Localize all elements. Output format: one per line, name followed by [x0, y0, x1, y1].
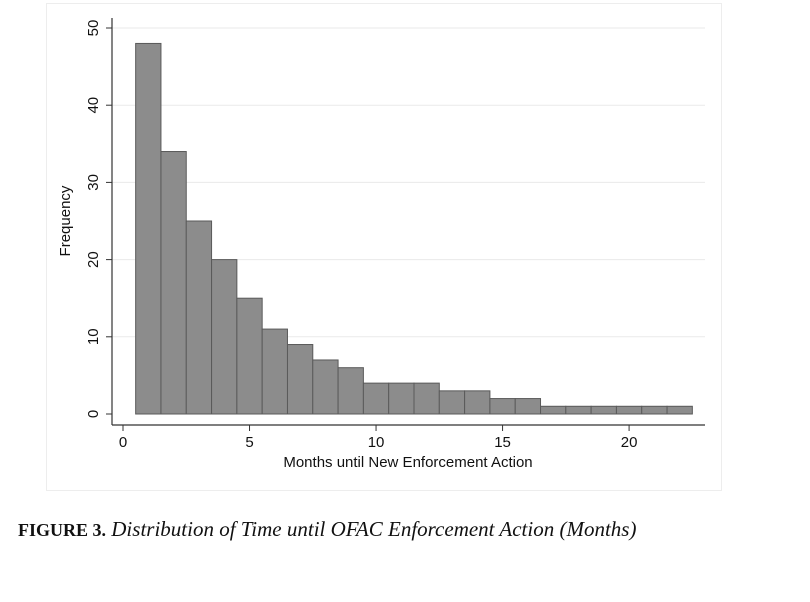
histogram-bar: [135, 42, 162, 415]
x-tick-label: 20: [621, 434, 638, 451]
x-tick-label: 15: [494, 434, 511, 451]
x-tick-label: 10: [368, 434, 385, 451]
y-axis-label: Frequency: [57, 185, 74, 256]
histogram-bar: [286, 344, 314, 415]
x-tick-label: 0: [119, 434, 127, 451]
histogram-bar: [362, 382, 390, 415]
histogram-bar: [641, 405, 668, 415]
y-tick-label: 0: [85, 410, 102, 418]
histogram-bar: [489, 398, 516, 415]
histogram-bar: [185, 220, 213, 415]
histogram-bar: [261, 328, 288, 415]
y-tick-label: 40: [85, 97, 102, 114]
y-tick-label: 10: [85, 328, 102, 345]
y-tick-label: 30: [85, 174, 102, 191]
figure-caption: FIGURE 3. Distribution of Time until OFA…: [18, 517, 798, 542]
histogram-bar: [236, 297, 263, 415]
y-tick-label: 50: [85, 20, 102, 37]
histogram-bar: [312, 359, 339, 415]
histogram-bar: [211, 259, 238, 415]
histogram-bar: [615, 405, 643, 415]
histogram-bar: [337, 367, 364, 415]
histogram-bar: [160, 151, 187, 415]
histogram-bar: [388, 382, 415, 415]
figure-title: Distribution of Time until OFAC Enforcem…: [111, 517, 637, 541]
axes: [106, 18, 705, 431]
tick-labels: 0 10 20 30 40 50 0 5 10 15 20: [85, 20, 637, 451]
histogram-bar: [565, 405, 592, 415]
plot-frame: [46, 3, 722, 491]
histogram-bar: [464, 390, 491, 415]
y-tick-label: 20: [85, 251, 102, 268]
x-axis-label: Months until New Enforcement Action: [283, 454, 532, 471]
histogram-bar: [438, 390, 466, 415]
histogram-bar: [666, 405, 693, 415]
histogram-bar: [413, 382, 440, 415]
x-tick-label: 5: [245, 434, 253, 451]
histogram-bar: [590, 405, 617, 415]
histogram-bars: [135, 42, 693, 415]
histogram-bar: [514, 398, 542, 415]
figure-label: FIGURE 3.: [18, 520, 107, 540]
histogram-bar: [540, 405, 567, 415]
histogram-chart: 0 10 20 30 40 50 0 5 10 15 20 Months until New Enf…: [57, 18, 705, 471]
